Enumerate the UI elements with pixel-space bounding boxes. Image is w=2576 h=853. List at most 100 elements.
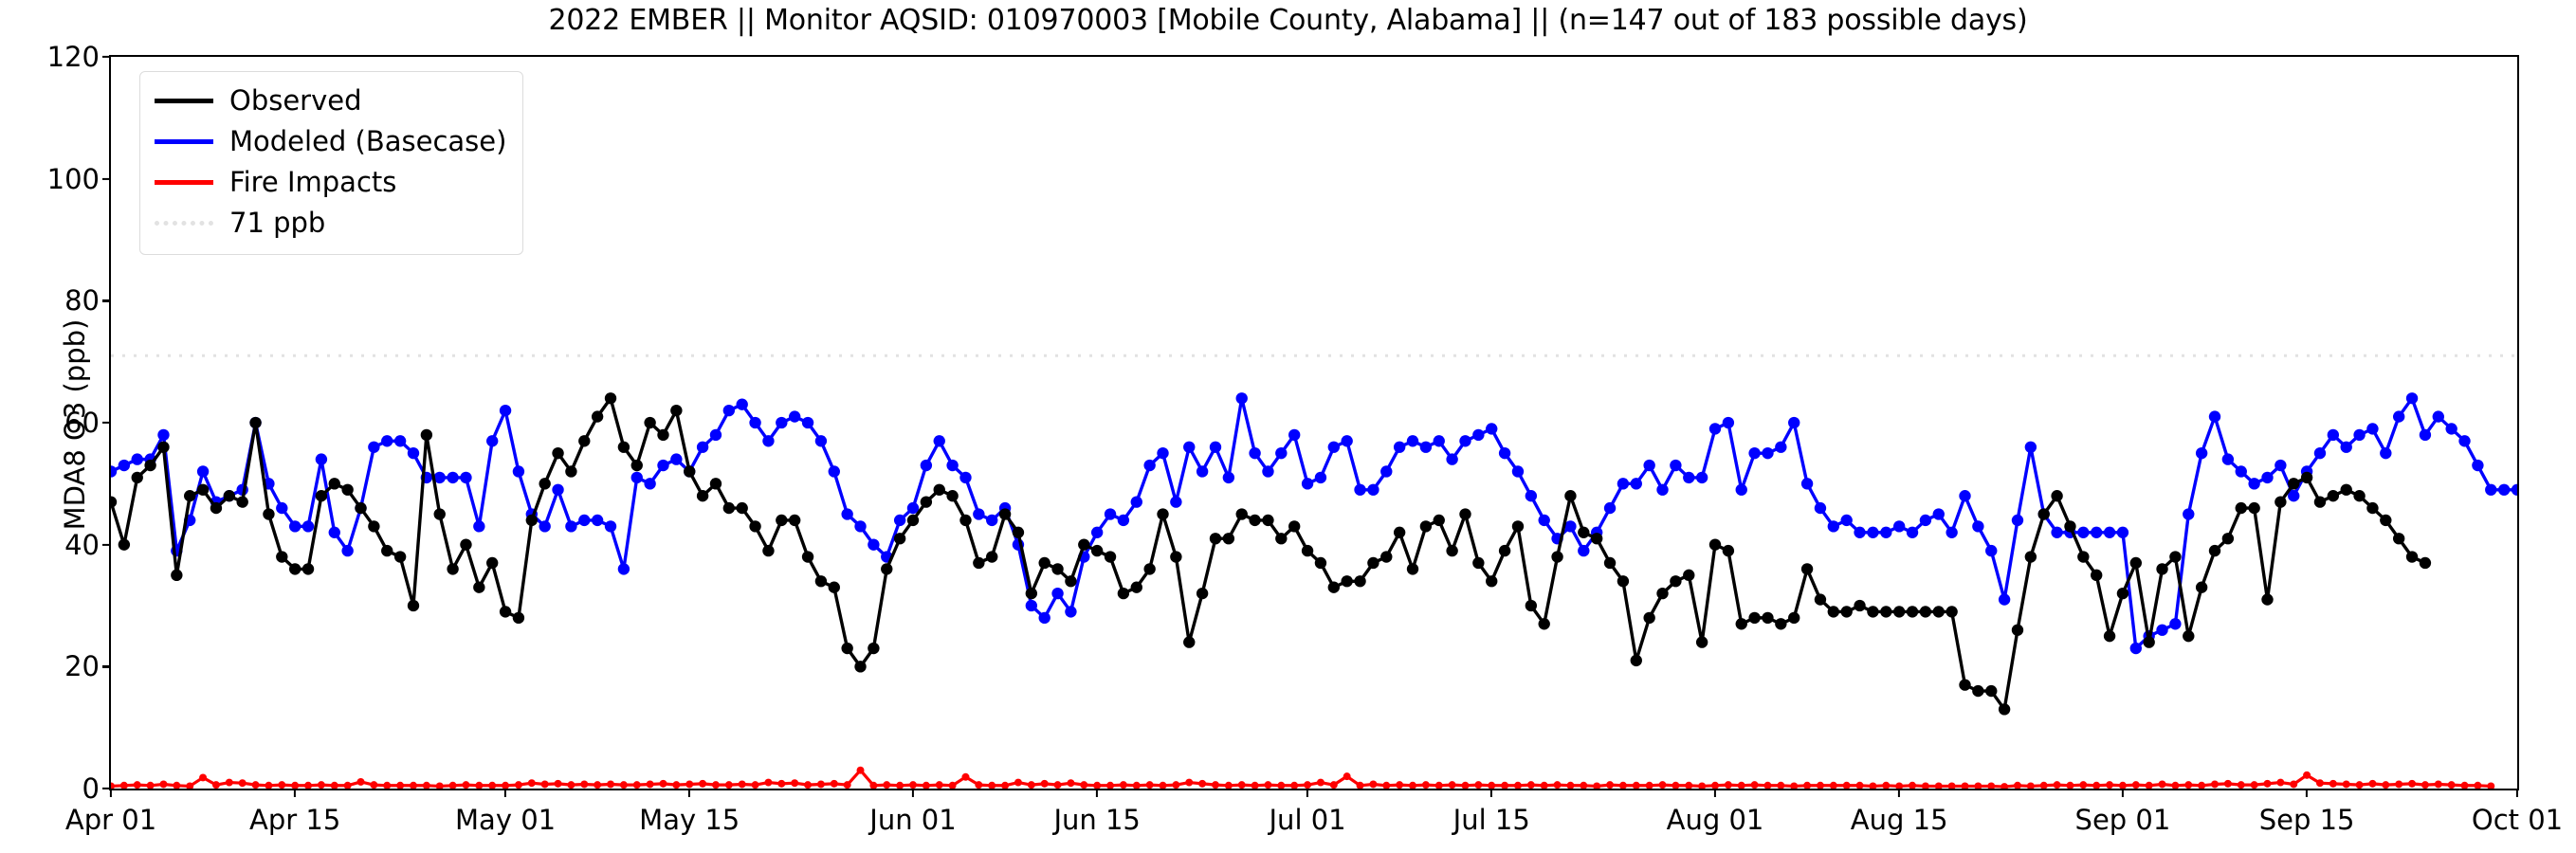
legend-item[interactable]: Observed xyxy=(155,81,506,121)
series-marker xyxy=(961,772,970,781)
series-marker xyxy=(1157,508,1169,520)
x-tick-label: Jun 01 xyxy=(869,804,957,836)
x-tick-label: Jul 01 xyxy=(1269,804,1346,836)
series-marker xyxy=(315,453,328,465)
series-marker xyxy=(512,611,525,625)
series-marker xyxy=(1775,441,1787,453)
series-marker xyxy=(1314,471,1327,484)
series-marker xyxy=(328,478,340,490)
series-marker xyxy=(1446,544,1458,557)
series-marker xyxy=(1683,471,1695,484)
series-marker xyxy=(1393,526,1406,538)
series-marker xyxy=(381,435,393,447)
series-marker xyxy=(1842,781,1851,789)
series-marker xyxy=(1012,526,1025,538)
x-tick-mark xyxy=(1306,789,1309,797)
series-marker xyxy=(341,483,354,496)
y-tick-label: 120 xyxy=(46,41,100,73)
series-marker xyxy=(1695,471,1708,484)
series-marker xyxy=(893,514,906,527)
series-marker xyxy=(776,416,788,429)
series-marker xyxy=(1198,779,1207,788)
series-marker xyxy=(2485,483,2497,496)
series-marker xyxy=(657,428,669,442)
series-marker xyxy=(2472,459,2484,472)
series-marker xyxy=(2366,423,2379,435)
series-marker xyxy=(1211,781,1219,789)
series-marker xyxy=(788,514,801,527)
series-marker xyxy=(330,781,338,789)
series-marker xyxy=(1249,514,1261,527)
series-marker xyxy=(1262,465,1274,478)
series-marker xyxy=(396,781,405,789)
series-marker xyxy=(2237,781,2245,789)
series-marker xyxy=(1014,778,1022,787)
series-marker xyxy=(1106,781,1115,789)
series-marker xyxy=(2380,446,2392,460)
series-marker xyxy=(1038,611,1050,625)
series-marker xyxy=(2434,780,2442,789)
legend-item[interactable]: Modeled (Basecase) xyxy=(155,121,506,162)
series-marker xyxy=(1132,781,1141,789)
series-marker xyxy=(607,780,615,789)
series-marker xyxy=(2211,780,2220,789)
series-marker xyxy=(2171,781,2180,789)
series-marker xyxy=(1354,575,1366,588)
series-marker xyxy=(131,453,143,465)
series-marker xyxy=(1919,606,1932,618)
series-marker xyxy=(2198,781,2206,789)
series-marker xyxy=(2303,771,2311,779)
series-marker xyxy=(2392,410,2405,423)
series-marker xyxy=(368,520,380,533)
series-marker xyxy=(736,398,748,410)
series-marker xyxy=(869,781,878,789)
legend-swatch-71-ppb xyxy=(155,221,213,226)
series-marker xyxy=(2392,533,2405,545)
chart-legend: Observed Modeled (Basecase) Fire Impacts 71… xyxy=(139,71,524,255)
series-marker xyxy=(722,501,736,515)
legend-item[interactable]: Fire Impacts xyxy=(155,162,506,203)
series-observed xyxy=(111,392,2432,716)
series-marker xyxy=(171,569,183,582)
series-marker xyxy=(1434,781,1443,789)
legend-item[interactable]: 71 ppb xyxy=(155,203,506,244)
series-marker xyxy=(1104,551,1117,563)
series-marker xyxy=(896,781,904,789)
series-marker xyxy=(1566,781,1575,789)
series-marker xyxy=(2250,781,2258,789)
series-marker xyxy=(644,478,656,490)
series-marker xyxy=(988,781,996,789)
series-marker xyxy=(460,471,472,484)
series-marker xyxy=(1829,781,1837,789)
series-marker xyxy=(854,661,867,673)
series-marker xyxy=(1959,490,1971,502)
series-marker xyxy=(1932,508,1945,520)
series-marker xyxy=(1421,781,1430,789)
y-tick-mark xyxy=(102,55,111,59)
series-marker xyxy=(2103,629,2116,643)
series-marker xyxy=(407,599,420,612)
series-marker xyxy=(1027,781,1035,789)
series-marker xyxy=(1329,781,1338,789)
series-marker xyxy=(1051,563,1064,575)
series-marker xyxy=(2208,544,2221,557)
series-marker xyxy=(617,441,630,453)
series-marker xyxy=(1538,514,1550,527)
series-marker xyxy=(1735,483,1747,496)
series-marker xyxy=(111,496,118,508)
series-marker xyxy=(144,459,156,472)
series-marker xyxy=(933,483,945,496)
series-marker xyxy=(1959,679,1971,691)
series-marker xyxy=(830,779,838,788)
series-marker xyxy=(304,781,313,789)
series-marker xyxy=(407,446,420,460)
series-marker xyxy=(1498,446,1511,460)
series-marker xyxy=(2432,410,2444,423)
series-marker xyxy=(1827,606,1840,618)
series-marker xyxy=(1762,446,1774,460)
plot-svg xyxy=(111,57,2517,789)
series-marker xyxy=(2276,778,2285,787)
series-marker xyxy=(356,777,365,786)
y-tick-mark xyxy=(102,177,111,180)
series-marker xyxy=(1722,544,1735,557)
